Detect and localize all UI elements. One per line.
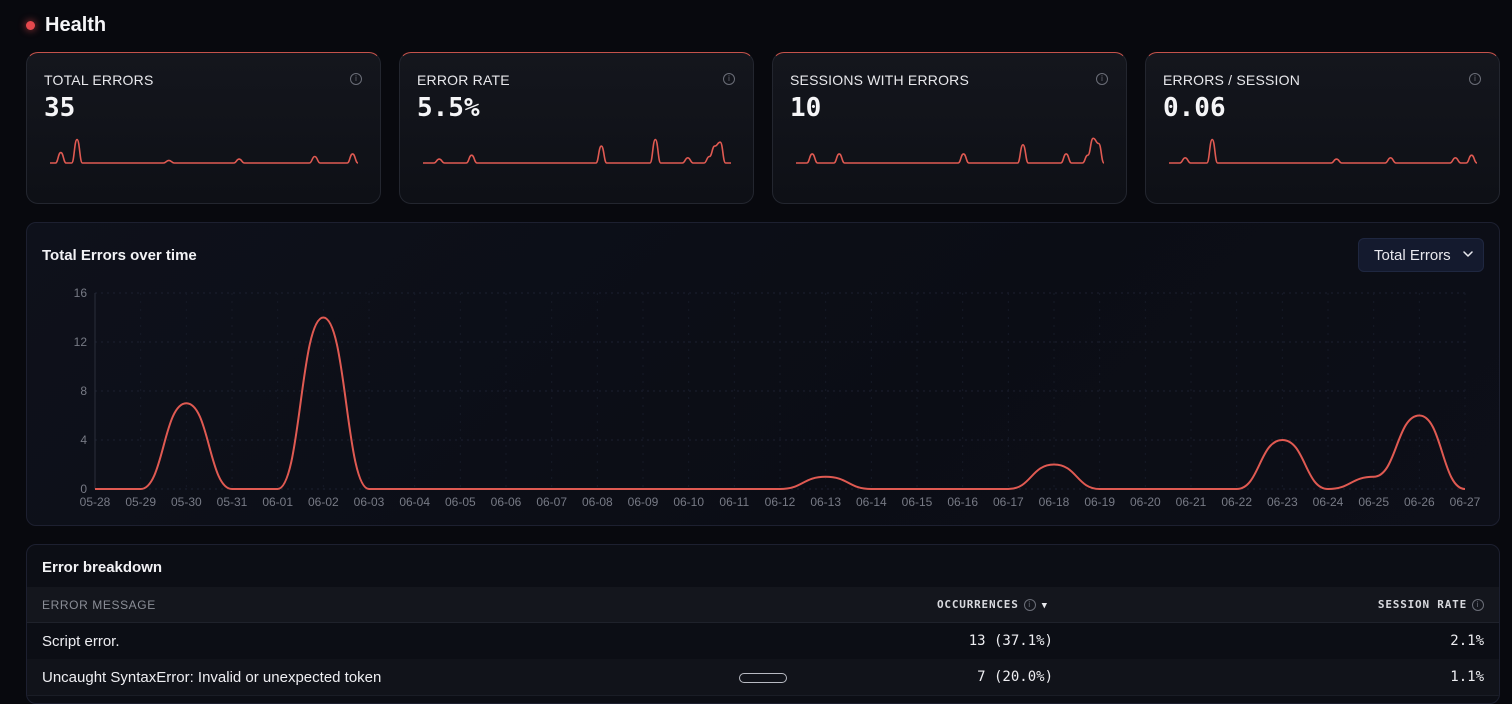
info-icon[interactable]: i <box>350 73 362 85</box>
y-tick-label: 0 <box>80 482 87 496</box>
metric-label: SESSIONS WITH ERRORS <box>790 72 970 88</box>
x-tick-label: 06-23 <box>1267 495 1298 509</box>
line-chart: 0 4 8 12 16 05-28 05-29 05-30 05-31 06-01 06-02 06-… <box>74 286 1481 509</box>
page-title: Health <box>45 14 107 36</box>
x-tick-label: 06-21 <box>1176 495 1207 509</box>
error-message-cell: Script error. <box>42 633 120 650</box>
y-tick-label: 12 <box>74 335 88 349</box>
x-tick-label: 06-25 <box>1358 495 1389 509</box>
x-tick-label: 06-16 <box>947 495 978 509</box>
errors-over-time-panel: Total Errors over time Total Errors 0 4 8 1… <box>26 222 1500 526</box>
info-icon[interactable]: i <box>1023 599 1036 611</box>
y-tick-label: 4 <box>80 433 87 447</box>
x-tick-label: 06-11 <box>719 495 749 509</box>
metric-label: ERRORS / SESSION <box>1163 72 1301 88</box>
sparkline <box>423 138 731 164</box>
dropdown-value: Total Errors <box>1374 246 1451 264</box>
session-rate-cell: 1.1% <box>1450 669 1484 685</box>
metric-value: 5.5% <box>417 93 480 123</box>
page-header: Health <box>26 14 106 37</box>
x-tick-label: 06-03 <box>354 495 385 509</box>
x-tick-label: 06-12 <box>765 495 796 509</box>
column-label: ERROR MESSAGE <box>42 598 156 612</box>
status-dot-icon <box>26 21 35 30</box>
metric-cards: TOTAL ERRORS i 35 ERROR RATE i 5.5% SESS… <box>26 52 1500 204</box>
x-tick-label: 06-18 <box>1039 495 1070 509</box>
metric-card-sessions-with-errors[interactable]: SESSIONS WITH ERRORS i 10 <box>772 52 1127 204</box>
loading-pill <box>739 673 787 683</box>
info-icon[interactable]: i <box>723 73 735 85</box>
info-icon[interactable]: i <box>1096 73 1108 85</box>
x-tick-label: 06-02 <box>308 495 339 509</box>
column-header-occurrences[interactable]: OCCURRENCES i ▼ <box>937 598 1048 611</box>
x-tick-label: 06-15 <box>902 495 933 509</box>
chart-title: Total Errors over time <box>42 247 197 264</box>
series-line <box>95 316 1466 491</box>
metric-label: TOTAL ERRORS <box>44 72 154 88</box>
sparkline <box>1169 138 1478 164</box>
x-tick-label: 06-20 <box>1130 495 1161 509</box>
x-tick-label: 05-31 <box>217 495 248 509</box>
x-tick-label: 06-08 <box>582 495 613 509</box>
x-tick-label: 06-06 <box>491 495 522 509</box>
sparkline-path <box>423 138 731 164</box>
metric-label: ERROR RATE <box>417 72 510 88</box>
metric-dropdown[interactable]: Total Errors <box>1358 238 1484 272</box>
x-tick-label: 06-07 <box>536 495 567 509</box>
metric-card-error-rate[interactable]: ERROR RATE i 5.5% <box>399 52 754 204</box>
column-header-error-message[interactable]: ERROR MESSAGE <box>42 598 156 612</box>
metric-card-errors-per-session[interactable]: ERRORS / SESSION i 0.06 <box>1145 52 1500 204</box>
x-tick-label: 06-27 <box>1450 495 1481 509</box>
table-row[interactable]: Script error. 13 (37.1%) 2.1% <box>27 623 1499 660</box>
table-title: Error breakdown <box>42 559 163 576</box>
occurrences-cell: 7 (20.0%) <box>977 669 1053 685</box>
occurrences-cell: 13 (37.1%) <box>968 633 1053 649</box>
column-label: OCCURRENCES <box>937 598 1019 611</box>
sparkline <box>796 137 1105 164</box>
x-tick-label: 06-17 <box>993 495 1024 509</box>
metric-value: 10 <box>790 93 822 123</box>
x-tick-label: 06-19 <box>1084 495 1115 509</box>
x-tick-label: 06-22 <box>1221 495 1252 509</box>
x-tick-label: 06-04 <box>399 495 430 509</box>
session-rate-cell: 2.1% <box>1450 633 1484 649</box>
table-header: ERROR MESSAGE OCCURRENCES i ▼ SESSION RATE… <box>27 587 1499 623</box>
y-tick-label: 16 <box>74 286 88 300</box>
info-icon[interactable]: i <box>1472 599 1484 611</box>
x-tick-label: 05-29 <box>125 495 156 509</box>
error-message-cell: Uncaught SyntaxError: Invalid or unexpec… <box>42 669 382 686</box>
column-header-session-rate[interactable]: SESSION RATE i <box>1378 598 1484 611</box>
metric-value: 0.06 <box>1163 93 1226 123</box>
x-tick-label: 06-13 <box>810 495 841 509</box>
metric-card-total-errors[interactable]: TOTAL ERRORS i 35 <box>26 52 381 204</box>
x-tick-label: 06-26 <box>1404 495 1435 509</box>
x-tick-label: 06-09 <box>628 495 659 509</box>
x-tick-label: 06-01 <box>262 495 293 509</box>
sparkline-path <box>1169 138 1478 164</box>
info-icon[interactable]: i <box>1469 73 1481 85</box>
x-tick-label: 05-30 <box>171 495 202 509</box>
table-row[interactable]: Uncaught SyntaxError: Invalid or unexpec… <box>27 659 1499 696</box>
x-tick-label: 06-24 <box>1313 495 1344 509</box>
sparkline <box>50 138 359 164</box>
x-tick-label: 06-05 <box>445 495 476 509</box>
x-tick-label: 05-28 <box>80 495 111 509</box>
x-tick-label: 06-10 <box>673 495 704 509</box>
error-breakdown-panel: Error breakdown ERROR MESSAGE OCCURRENCE… <box>26 544 1500 704</box>
sparkline-path <box>796 137 1105 164</box>
metric-value: 35 <box>44 93 76 123</box>
sort-desc-icon[interactable]: ▼ <box>1041 601 1048 611</box>
chevron-down-icon <box>1463 251 1473 257</box>
column-label: SESSION RATE <box>1377 598 1467 611</box>
y-tick-label: 8 <box>80 384 87 398</box>
x-tick-label: 06-14 <box>856 495 887 509</box>
sparkline-path <box>50 138 359 164</box>
